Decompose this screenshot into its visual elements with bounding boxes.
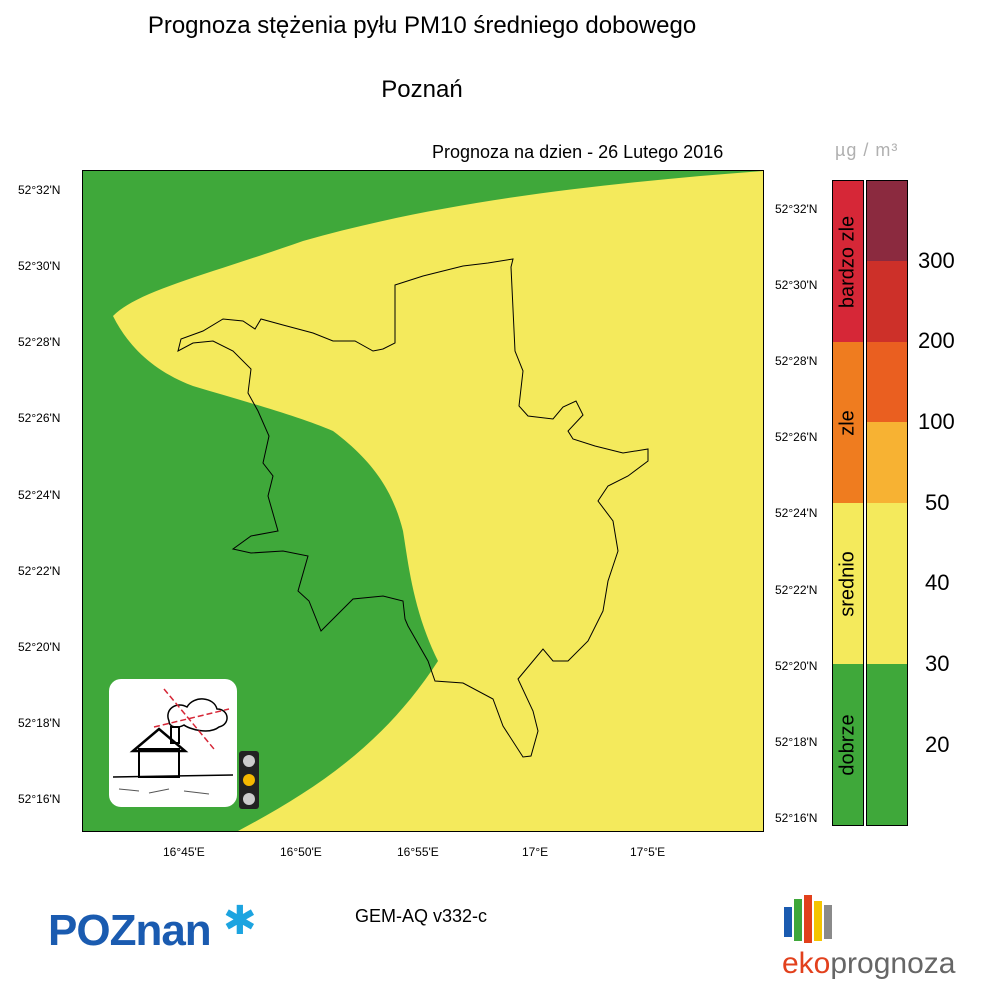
lon-label: 16°55'E: [397, 845, 439, 859]
lat-label-right: 52°24'N: [775, 506, 818, 520]
lat-label-left: 52°32'N: [18, 183, 61, 197]
lat-label-left: 52°22'N: [18, 564, 61, 578]
scale-label: 100: [918, 409, 955, 434]
lon-label: 17°5'E: [630, 845, 666, 859]
lat-label-right: 52°30'N: [775, 278, 818, 292]
category-legend: bardzo zle zle srednio dobrze: [832, 180, 864, 826]
eko-part: eko: [782, 947, 831, 980]
lat-label-left: 52°18'N: [18, 716, 61, 730]
lat-label-left: 52°24'N: [18, 488, 61, 502]
scale-swatch: [867, 181, 907, 261]
category-label: dobrze: [836, 713, 859, 776]
unit-label: µg / m³: [835, 140, 899, 160]
lat-label-left: 52°20'N: [18, 640, 61, 654]
poznan-logo: POZnan ✱: [48, 899, 257, 956]
scale-label: 50: [925, 490, 950, 515]
model-version: GEM-AQ v332-c: [355, 906, 488, 926]
traffic-light-icon: [239, 751, 259, 809]
city-boundary: [177, 258, 649, 758]
bars-icon: [784, 895, 832, 943]
category-label: srednio: [836, 550, 859, 617]
lat-label-left: 52°28'N: [18, 335, 61, 349]
category-zle: zle: [833, 342, 863, 503]
zone-medium: [113, 171, 763, 831]
star-icon: ✱: [223, 899, 257, 943]
lat-label-right: 52°28'N: [775, 354, 818, 368]
scale-swatch: [867, 342, 907, 422]
lat-label-right: 52°18'N: [775, 735, 818, 749]
category-dobrze: dobrze: [833, 664, 863, 825]
city-name: Poznań: [381, 76, 463, 103]
scale-swatch: [867, 503, 907, 664]
scale-label: 30: [925, 651, 950, 676]
lat-label-left: 52°26'N: [18, 411, 61, 425]
lat-label-right: 52°22'N: [775, 583, 818, 597]
scale-label: 40: [925, 570, 950, 595]
lon-label: 16°50'E: [280, 845, 322, 859]
color-scale: [866, 180, 908, 826]
category-srednio: srednio: [833, 503, 863, 664]
lon-label: 17°E: [522, 845, 549, 859]
map-title: Prognoza stężenia pyłu PM10 średniego do…: [147, 12, 697, 39]
scale-label: 300: [918, 248, 955, 273]
lat-label-left: 52°16'N: [18, 792, 61, 806]
scale-swatch: [867, 664, 907, 825]
lon-label: 16°45'E: [163, 845, 205, 859]
lat-label-left: 52°30'N: [18, 259, 61, 273]
ekoprognoza-text: ekoprognoza: [782, 947, 955, 981]
lat-label-right: 52°20'N: [775, 659, 818, 673]
scale-swatch: [867, 261, 907, 342]
house-smog-icon: [109, 679, 237, 807]
ekoprognoza-logo: ekoprognoza: [780, 895, 980, 985]
forecast-date: Prognoza na dzien - 26 Lutego 2016: [432, 142, 724, 162]
lat-label-right: 52°16'N: [775, 811, 818, 825]
poznan-logo-text: POZnan: [48, 906, 212, 955]
lat-label-right: 52°32'N: [775, 202, 818, 216]
lat-label-right: 52°26'N: [775, 430, 818, 444]
prognoza-part: prognoza: [830, 947, 956, 980]
scale-swatch: [867, 422, 907, 503]
forecast-map: [82, 170, 764, 832]
scale-label: 20: [925, 732, 950, 757]
scale-label: 200: [918, 328, 955, 353]
category-label: zle: [836, 409, 859, 436]
category-label: bardzo zle: [836, 215, 859, 308]
category-bardzo-zle: bardzo zle: [833, 181, 863, 342]
